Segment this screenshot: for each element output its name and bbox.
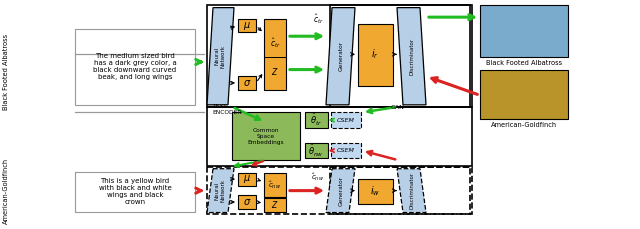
FancyBboxPatch shape <box>358 179 393 204</box>
FancyBboxPatch shape <box>480 70 568 119</box>
Text: $\mu$: $\mu$ <box>243 173 251 185</box>
Text: American-Goldfinch: American-Goldfinch <box>3 158 9 224</box>
Text: $\sigma$: $\sigma$ <box>243 78 252 88</box>
Polygon shape <box>207 169 234 213</box>
Polygon shape <box>207 8 234 105</box>
Text: Discriminator: Discriminator <box>410 38 415 75</box>
FancyBboxPatch shape <box>264 172 286 197</box>
FancyBboxPatch shape <box>480 5 568 57</box>
Text: American-Goldfinch: American-Goldfinch <box>491 122 557 128</box>
Text: Black Footed Albatross: Black Footed Albatross <box>486 60 562 66</box>
FancyBboxPatch shape <box>305 112 328 128</box>
Text: $\mu$: $\mu$ <box>243 20 251 32</box>
Text: $\hat{c}_{nw}$: $\hat{c}_{nw}$ <box>312 172 324 183</box>
FancyBboxPatch shape <box>238 76 256 90</box>
Text: $\hat{c}_{tr}$: $\hat{c}_{tr}$ <box>312 12 323 26</box>
Text: This is a yellow bird
with black and white
wings and black
crown: This is a yellow bird with black and whi… <box>99 178 172 205</box>
FancyBboxPatch shape <box>264 19 286 90</box>
Polygon shape <box>326 8 355 105</box>
Text: Neural
Network: Neural Network <box>214 45 225 68</box>
Polygon shape <box>397 169 426 213</box>
Text: CSEM: CSEM <box>337 118 355 123</box>
Text: $i_w$: $i_w$ <box>370 185 380 199</box>
Polygon shape <box>326 169 355 213</box>
Text: $Z$: $Z$ <box>271 66 279 77</box>
FancyBboxPatch shape <box>238 19 256 33</box>
Text: $i_r$: $i_r$ <box>371 47 379 61</box>
FancyBboxPatch shape <box>331 143 361 158</box>
FancyBboxPatch shape <box>264 198 286 212</box>
Text: $\hat{\theta}_{tr}$: $\hat{\theta}_{tr}$ <box>310 112 322 128</box>
FancyBboxPatch shape <box>238 195 256 209</box>
Text: Neural
Network: Neural Network <box>214 179 225 202</box>
Text: Generator: Generator <box>339 41 344 71</box>
Text: $\sigma$: $\sigma$ <box>243 197 252 207</box>
FancyBboxPatch shape <box>358 24 393 86</box>
Text: Generator: Generator <box>339 176 344 206</box>
Text: Black Footed Albatross: Black Footed Albatross <box>3 33 9 109</box>
Text: GAN: GAN <box>391 105 405 110</box>
FancyBboxPatch shape <box>238 172 256 186</box>
Text: $\hat{c}_{nw}$: $\hat{c}_{nw}$ <box>269 179 282 191</box>
Text: $Z$: $Z$ <box>271 199 279 210</box>
Text: TEXT
ENCODER: TEXT ENCODER <box>212 104 241 115</box>
Polygon shape <box>397 8 426 105</box>
Text: Common
Space
Embeddings: Common Space Embeddings <box>248 128 284 144</box>
Text: Discriminator: Discriminator <box>410 172 415 209</box>
Text: CSEM: CSEM <box>337 148 355 153</box>
FancyBboxPatch shape <box>331 112 361 128</box>
Text: $\hat{c}_{tr}$: $\hat{c}_{tr}$ <box>269 36 280 50</box>
Text: The medium sized bird
has a dark grey color, a
black downward curved
beak, and l: The medium sized bird has a dark grey co… <box>93 53 177 80</box>
Text: $\hat{\theta}_{nw}$: $\hat{\theta}_{nw}$ <box>308 143 324 159</box>
FancyBboxPatch shape <box>305 143 328 158</box>
FancyBboxPatch shape <box>232 112 300 160</box>
